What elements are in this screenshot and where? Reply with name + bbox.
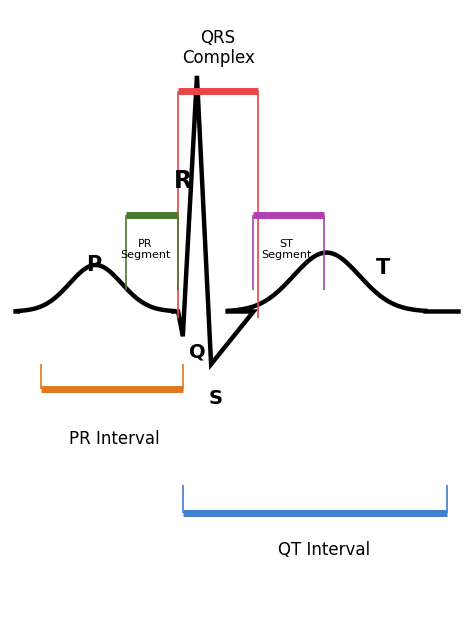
Text: PR
Segment: PR Segment <box>120 239 170 260</box>
Text: QT Interval: QT Interval <box>278 541 370 559</box>
Text: PR Interval: PR Interval <box>69 430 160 448</box>
Text: P: P <box>86 255 101 275</box>
Text: ST
Segment: ST Segment <box>261 239 312 260</box>
Text: R: R <box>174 169 192 193</box>
Text: T: T <box>376 258 390 278</box>
Text: Q: Q <box>189 342 205 361</box>
Text: QRS
Complex: QRS Complex <box>182 29 255 67</box>
Text: S: S <box>209 389 223 408</box>
